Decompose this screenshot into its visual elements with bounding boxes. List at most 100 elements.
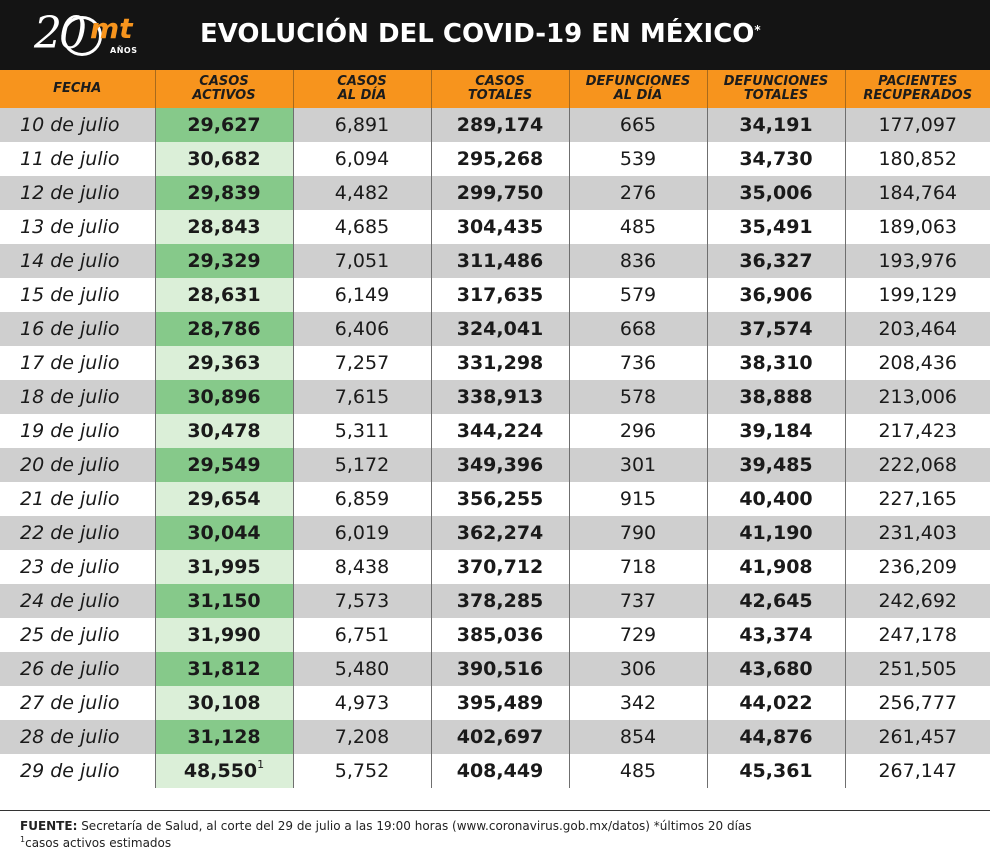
cell-defunciones-totales: 35,006 [707,176,846,210]
cell-casos-activos: 28,843 [155,210,294,244]
cell-defunciones-al-dia-value: 737 [619,590,657,612]
cell-defunciones-al-dia: 485 [569,754,708,788]
cell-fecha: 26 de julio [0,652,156,686]
cell-casos-al-dia: 7,208 [293,720,432,754]
table-row: 11 de julio 30,682 6,094 295,268 539 34,730 18… [0,142,990,176]
cell-casos-totales: 331,298 [431,346,570,380]
header-pacientes-recuperados: PACIENTES RECUPERADOS [845,70,990,108]
cell-defunciones-al-dia: 668 [569,312,708,346]
cell-casos-al-dia: 5,172 [293,448,432,482]
cell-fecha-value: 14 de julio [20,250,120,272]
cell-casos-totales-value: 378,285 [456,590,544,612]
cell-casos-al-dia-value: 6,406 [334,318,390,340]
cell-casos-activos: 31,990 [155,618,294,652]
cell-fecha: 15 de julio [0,278,156,312]
cell-casos-al-dia-value: 7,208 [334,726,390,748]
cell-defunciones-totales-value: 39,184 [739,420,813,442]
cell-casos-activos: 30,108 [155,686,294,720]
table-row: 23 de julio 31,995 8,438 370,712 718 41,908 23… [0,550,990,584]
cell-casos-al-dia-value: 5,311 [334,420,390,442]
logo-sub: AÑOS [110,46,138,55]
cell-pacientes-recuperados-value: 267,147 [878,760,958,782]
cell-casos-totales: 344,224 [431,414,570,448]
logo-number: 20 [34,8,87,59]
cell-casos-totales-value: 370,712 [456,556,544,578]
cell-defunciones-totales: 39,485 [707,448,846,482]
cell-casos-al-dia-value: 7,257 [334,352,390,374]
table-row: 28 de julio 31,128 7,208 402,697 854 44,876 26… [0,720,990,754]
cell-casos-activos: 30,044 [155,516,294,550]
cell-fecha-value: 11 de julio [20,148,120,170]
cell-casos-totales-value: 390,516 [456,658,544,680]
cell-defunciones-al-dia: 665 [569,108,708,142]
cell-casos-activos-value: 30,044 [187,522,261,544]
cell-defunciones-totales: 36,906 [707,278,846,312]
cell-pacientes-recuperados-value: 242,692 [878,590,958,612]
cell-defunciones-al-dia: 729 [569,618,708,652]
cell-defunciones-al-dia-value: 342 [619,692,657,714]
cell-defunciones-totales-value: 43,374 [739,624,813,646]
cell-casos-totales-value: 324,041 [456,318,544,340]
cell-defunciones-al-dia: 296 [569,414,708,448]
cell-casos-al-dia-value: 5,480 [334,658,390,680]
cell-defunciones-al-dia-value: 729 [619,624,657,646]
cell-casos-activos-value: 31,990 [187,624,261,646]
cell-pacientes-recuperados: 208,436 [845,346,990,380]
cell-fecha-value: 17 de julio [20,352,120,374]
table-row: 18 de julio 30,896 7,615 338,913 578 38,888 21… [0,380,990,414]
cell-pacientes-recuperados-value: 177,097 [878,114,958,136]
cell-casos-activos: 31,150 [155,584,294,618]
estimate-note-text: casos activos estimados [25,836,172,850]
cell-defunciones-totales: 37,574 [707,312,846,346]
cell-casos-al-dia: 6,859 [293,482,432,516]
cell-casos-activos: 30,478 [155,414,294,448]
cell-defunciones-al-dia: 301 [569,448,708,482]
cell-pacientes-recuperados-value: 203,464 [878,318,958,340]
cell-casos-totales: 402,697 [431,720,570,754]
cell-defunciones-totales: 45,361 [707,754,846,788]
footer: FUENTE: Secretaría de Salud, al corte de… [0,810,990,851]
cell-defunciones-totales-value: 39,485 [739,454,813,476]
cell-defunciones-totales: 35,491 [707,210,846,244]
cell-casos-al-dia-value: 6,859 [334,488,390,510]
cell-casos-activos-value: 29,654 [187,488,261,510]
cell-casos-totales-value: 317,635 [456,284,544,306]
cell-casos-activos-value: 29,549 [187,454,261,476]
header-casos-totales: CASOS TOTALES [431,70,570,108]
cell-casos-totales-value: 385,036 [456,624,544,646]
cell-defunciones-totales-value: 45,361 [739,760,813,782]
cell-defunciones-al-dia: 276 [569,176,708,210]
cell-casos-totales: 349,396 [431,448,570,482]
cell-casos-totales-value: 289,174 [456,114,544,136]
cell-defunciones-totales-value: 42,645 [739,590,813,612]
cell-defunciones-al-dia: 579 [569,278,708,312]
cell-fecha-value: 12 de julio [20,182,120,204]
cell-casos-al-dia: 6,094 [293,142,432,176]
cell-defunciones-totales-value: 40,400 [739,488,813,510]
cell-defunciones-totales: 43,680 [707,652,846,686]
cell-defunciones-totales: 38,888 [707,380,846,414]
cell-defunciones-totales-value: 38,310 [739,352,813,374]
cell-casos-activos-value: 31,128 [187,726,261,748]
cell-defunciones-totales: 44,876 [707,720,846,754]
cell-casos-activos-value: 31,995 [187,556,261,578]
cell-defunciones-al-dia: 836 [569,244,708,278]
cell-casos-totales-value: 402,697 [456,726,544,748]
cell-pacientes-recuperados-value: 256,777 [878,692,958,714]
cell-casos-activos: 29,839 [155,176,294,210]
cell-defunciones-al-dia-value: 485 [619,760,657,782]
cell-fecha-value: 18 de julio [20,386,120,408]
cell-casos-activos-value: 28,786 [187,318,261,340]
cell-pacientes-recuperados: 251,505 [845,652,990,686]
cell-casos-al-dia-value: 7,573 [334,590,390,612]
cell-casos-activos: 29,363 [155,346,294,380]
cell-casos-totales: 338,913 [431,380,570,414]
cell-casos-al-dia-value: 5,752 [334,760,390,782]
cell-casos-totales: 370,712 [431,550,570,584]
cell-casos-totales: 385,036 [431,618,570,652]
cell-casos-activos: 48,5501 [155,754,294,788]
cell-defunciones-totales-value: 43,680 [739,658,813,680]
cell-casos-al-dia: 5,752 [293,754,432,788]
page-title-text: EVOLUCIÓN DEL COVID-19 EN MÉXICO [200,19,755,49]
cell-defunciones-al-dia-value: 306 [619,658,657,680]
